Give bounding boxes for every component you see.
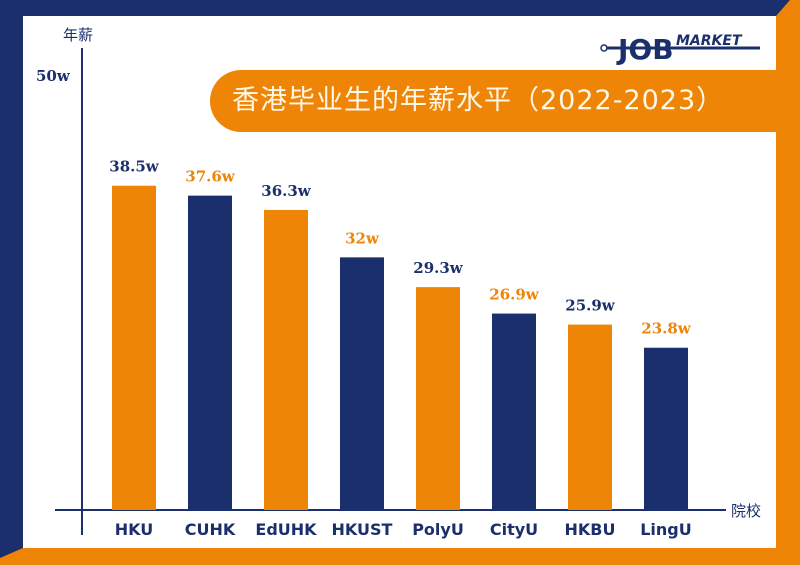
chart-title: 香港毕业生的年薪水平（2022-2023） [210,70,776,132]
bar-hkust [340,257,384,510]
jobmarket-logo: JOB MARKET [600,33,760,66]
bar-cuhk [188,195,232,510]
x-tick-label: CityU [490,520,538,539]
data-label: 29.3w [413,259,464,277]
data-label: 36.3w [261,182,312,200]
data-label: 23.8w [641,320,692,338]
logo-job: JOB [616,33,674,66]
y-axis-label: 年薪 [63,26,93,44]
bar-hkbu [568,324,612,510]
data-label: 26.9w [489,286,540,304]
bar-polyu [416,287,460,510]
x-tick-label: HKU [115,520,154,539]
x-tick-label: LingU [640,520,692,539]
x-tick-label: HKBU [565,520,616,539]
data-label: 38.5w [109,158,160,176]
bar-lingu [644,347,688,510]
data-label: 37.6w [185,168,236,186]
x-axis-label: 院校 [731,502,761,520]
bar-cityu [492,313,536,510]
x-tick-label: CUHK [185,520,236,539]
data-label: 25.9w [565,297,616,315]
data-label: 32w [345,229,380,247]
x-tick-label: EdUHK [255,520,317,539]
x-tick-label: HKUST [332,520,393,539]
y-tick-label: 50w [36,67,71,85]
bar-eduhk [264,209,308,510]
x-tick-label: PolyU [412,520,464,539]
logo-market: MARKET [676,33,743,49]
bar-hku [112,185,156,511]
